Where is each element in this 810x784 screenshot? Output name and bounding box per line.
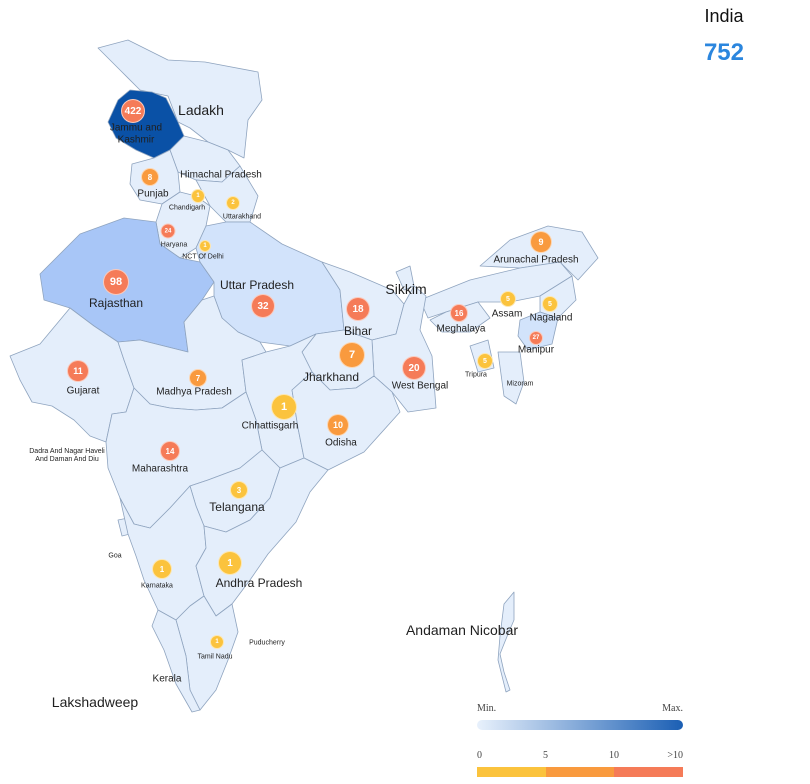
legend-tick: >10 xyxy=(667,750,683,761)
marker-assam[interactable]: 5 xyxy=(500,291,516,307)
marker-tamil-nadu[interactable]: 1 xyxy=(210,635,224,649)
region-label-ladakh: Ladakh xyxy=(178,102,224,118)
marker-chandigarh[interactable]: 1 xyxy=(191,189,205,203)
region-label-nagaland: Nagaland xyxy=(529,312,573,324)
region-label-chandigarh: Chandigarh xyxy=(168,204,206,212)
marker-west-bengal[interactable]: 20 xyxy=(402,356,426,380)
region-label-gujarat: Gujarat xyxy=(66,385,100,397)
marker-bihar[interactable]: 18 xyxy=(346,297,370,321)
region-label-mizoram: Mizoram xyxy=(506,380,534,388)
region-label-himachal-pradesh: Himachal Pradesh xyxy=(180,169,262,181)
legend-max-label: Max. xyxy=(662,703,683,714)
marker-rajasthan[interactable]: 98 xyxy=(103,269,129,295)
region-label-tripura: Tripura xyxy=(465,371,487,379)
legend-min-label: Min. xyxy=(477,703,497,714)
marker-madhya-pradesh[interactable]: 7 xyxy=(189,369,207,387)
marker-telangana[interactable]: 3 xyxy=(230,481,248,499)
marker-tripura[interactable]: 5 xyxy=(477,353,493,369)
marker-jharkhand[interactable]: 7 xyxy=(339,342,365,368)
map-legend: Min. Max. 0 5 10 >10 xyxy=(477,703,684,777)
marker-gujarat[interactable]: 11 xyxy=(67,360,89,382)
region-label-puducherry: Puducherry xyxy=(249,639,285,647)
marker-nagaland[interactable]: 5 xyxy=(542,296,558,312)
region-label-tamil-nadu: Tamil Nadu xyxy=(197,653,233,661)
region-label-madhya-pradesh: Madhya Pradesh xyxy=(156,386,232,398)
marker-andhra-pradesh[interactable]: 1 xyxy=(218,551,242,575)
marker-haryana[interactable]: 24 xyxy=(160,223,176,239)
marker-manipur[interactable]: 27 xyxy=(529,331,543,345)
country-total: 752 xyxy=(703,39,744,66)
marker-punjab[interactable]: 8 xyxy=(141,168,159,186)
region-label-uttar-pradesh: Uttar Pradesh xyxy=(219,278,295,292)
region-mizoram[interactable] xyxy=(497,351,525,405)
region-label-west-bengal: West Bengal xyxy=(391,380,449,392)
region-label-kerala: Kerala xyxy=(152,673,182,685)
legend-ticks: 0 5 10 >10 xyxy=(477,750,683,764)
region-label-andaman-nicobar: Andaman Nicobar xyxy=(405,622,519,638)
marker-arunachal-pradesh[interactable]: 9 xyxy=(530,231,552,253)
region-label-jharkhand: Jharkhand xyxy=(302,370,360,384)
country-summary: India 752 xyxy=(704,6,744,67)
region-label-bihar: Bihar xyxy=(343,324,373,338)
region-label-lakshadweep: Lakshadweep xyxy=(51,694,139,710)
legend-bands xyxy=(477,767,684,777)
legend-band-mid xyxy=(545,767,615,777)
region-label-arunachal-pradesh: Arunachal Pradesh xyxy=(493,254,579,266)
region-label-telangana: Telangana xyxy=(209,500,265,514)
region-label-maharashtra: Maharashtra xyxy=(131,463,189,475)
legend-tick: 5 xyxy=(543,750,548,761)
region-andaman-nicobar[interactable] xyxy=(497,591,515,693)
region-label-sikkim: Sikkim xyxy=(385,281,427,297)
region-kerala[interactable] xyxy=(151,609,201,713)
legend-minmax: Min. Max. xyxy=(477,703,683,714)
region-label-goa: Goa xyxy=(108,552,122,560)
legend-tick: 10 xyxy=(609,750,619,761)
marker-odisha[interactable]: 10 xyxy=(327,414,349,436)
marker-karnataka[interactable]: 1 xyxy=(152,559,172,579)
region-label-jammu-and-kashmir: Jammu and Kashmir xyxy=(109,122,163,146)
region-label-chhattisgarh: Chhattisgarh xyxy=(241,420,299,432)
region-andhra-pradesh[interactable] xyxy=(195,457,329,617)
marker-chhattisgarh[interactable]: 1 xyxy=(271,394,297,420)
region-label-karnataka: Karnataka xyxy=(141,582,173,590)
country-name: India xyxy=(704,6,744,26)
marker-uttarakhand[interactable]: 2 xyxy=(226,196,240,210)
region-label-dadra-and-nagar-haveli-and-daman-and-diu: Dadra And Nagar Haveli And Daman And Diu xyxy=(29,447,105,463)
region-label-manipur: Manipur xyxy=(517,344,555,356)
marker-nct-of-delhi[interactable]: 1 xyxy=(199,240,211,252)
region-label-haryana: Haryana xyxy=(160,241,188,249)
region-label-assam: Assam xyxy=(491,308,523,320)
marker-meghalaya[interactable]: 16 xyxy=(450,304,468,322)
region-label-punjab: Punjab xyxy=(137,188,169,200)
legend-gradient xyxy=(477,720,683,730)
region-label-odisha: Odisha xyxy=(325,437,357,449)
marker-uttar-pradesh[interactable]: 32 xyxy=(251,294,275,318)
region-label-meghalaya: Meghalaya xyxy=(436,323,486,335)
legend-band-low xyxy=(477,767,546,777)
region-uttarakhand[interactable] xyxy=(195,165,259,223)
marker-maharashtra[interactable]: 14 xyxy=(160,441,180,461)
marker-jammu-and-kashmir[interactable]: 422 xyxy=(121,99,145,123)
region-label-andhra-pradesh: Andhra Pradesh xyxy=(215,576,303,590)
region-label-uttarakhand: Uttarakhand xyxy=(222,213,262,221)
legend-band-high xyxy=(614,767,684,777)
region-label-rajasthan: Rajasthan xyxy=(88,296,144,310)
region-label-nct-of-delhi: NCT Of Delhi xyxy=(182,253,224,261)
legend-tick: 0 xyxy=(477,750,482,761)
